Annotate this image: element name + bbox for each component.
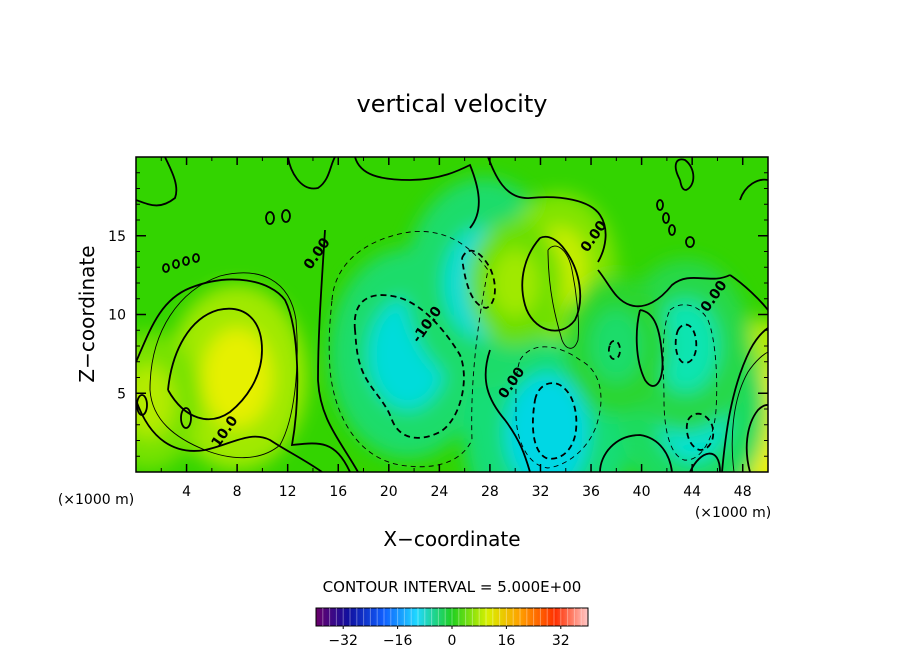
field-core — [202, 327, 273, 428]
contour-negative — [685, 412, 715, 451]
colorbar-ticks: −32 −16 0 16 32 — [328, 626, 570, 649]
contour-zero — [729, 274, 768, 311]
contour-zero — [354, 157, 480, 229]
x-tick-label: 28 — [481, 484, 499, 500]
x-axis-label: X−coordinate — [383, 527, 520, 551]
contour-interval-text: CONTOUR INTERVAL = 5.000E+00 — [323, 578, 582, 596]
chart-title: vertical velocity — [357, 90, 548, 118]
colorbar-tick-label: 0 — [448, 633, 457, 649]
contour-zero — [597, 269, 731, 308]
contour-negative — [674, 323, 698, 364]
y-tick-label: 5 — [117, 386, 126, 402]
contour-negative — [532, 382, 578, 460]
y-axis-label: Z−coordinate — [75, 245, 99, 382]
colorbar-tick-label: 32 — [552, 633, 570, 649]
colorbar-stripes — [322, 608, 582, 626]
field-core — [505, 373, 589, 472]
contour-small — [656, 199, 664, 211]
contour-zero — [635, 309, 664, 387]
colorbar: −32 −16 0 16 32 — [315, 607, 589, 649]
contour-zero — [317, 229, 359, 472]
contour-small — [281, 209, 291, 223]
x-tick-label: 12 — [279, 484, 297, 500]
contour-negative — [607, 339, 621, 361]
contour-zero — [136, 157, 178, 207]
contour-zero — [721, 327, 768, 472]
x-tick-label: 4 — [182, 484, 191, 500]
x-tick-label: 48 — [734, 484, 752, 500]
contour-zero — [136, 278, 351, 472]
plot-area: 10.0-10.00.000.000.000.00 — [136, 157, 768, 472]
contour-zero — [136, 399, 323, 472]
contour-small — [668, 224, 676, 236]
contour-small — [172, 259, 180, 269]
contour-zero — [599, 434, 673, 472]
x-tick-label: 36 — [582, 484, 600, 500]
contour-small — [192, 253, 200, 263]
contour-positive-10 — [745, 404, 768, 472]
x-tick-label: 44 — [683, 484, 701, 500]
contour-zero — [739, 178, 768, 201]
contour-zero — [484, 349, 531, 472]
x-tick-label: 16 — [329, 484, 347, 500]
contour-zero — [689, 452, 721, 472]
colorbar-tick-label: −16 — [383, 633, 413, 649]
contour-positive-thin — [547, 245, 579, 349]
contour-small — [265, 211, 275, 225]
contour-negative — [353, 294, 465, 439]
contour-zero — [487, 157, 607, 263]
contour-small — [180, 407, 192, 429]
contour-negative-thin — [515, 346, 602, 469]
contour-small — [662, 212, 670, 224]
x-tick-label: 20 — [380, 484, 398, 500]
colorbar-tick-label: −32 — [328, 633, 358, 649]
colorbar-tick-label: 16 — [497, 633, 515, 649]
x-axis-unit-right: (×1000 m) — [695, 505, 771, 521]
field-core — [590, 309, 643, 383]
x-axis-ticks: 4 8 12 16 20 24 28 32 36 40 44 48 — [160, 157, 752, 500]
field-core — [491, 249, 539, 317]
contour-lines — [136, 157, 768, 472]
x-tick-label: 8 — [233, 484, 242, 500]
y-tick-label: 15 — [108, 229, 126, 245]
contour-small — [685, 236, 695, 248]
x-axis-unit-left: (×1000 m) — [58, 492, 134, 508]
contour-positive-thin — [149, 272, 298, 459]
y-tick-label: 10 — [108, 308, 126, 324]
contour-negative-thin — [662, 304, 718, 461]
field-core — [653, 299, 719, 393]
contour-negative — [461, 249, 496, 309]
x-tick-label: 24 — [430, 484, 448, 500]
contour-zero — [287, 157, 336, 190]
contour-zero — [674, 158, 695, 191]
contour-zero — [521, 235, 582, 332]
contour-positive-10 — [167, 307, 263, 420]
x-tick-label: 40 — [633, 484, 651, 500]
y-axis-ticks: 5 10 15 — [108, 172, 768, 457]
contour-negative-thin — [328, 230, 489, 468]
contour-positive-thin — [731, 351, 768, 472]
contour-small — [162, 263, 170, 273]
x-tick-label: 32 — [532, 484, 550, 500]
contour-small — [182, 256, 190, 266]
contour-small — [136, 394, 148, 416]
